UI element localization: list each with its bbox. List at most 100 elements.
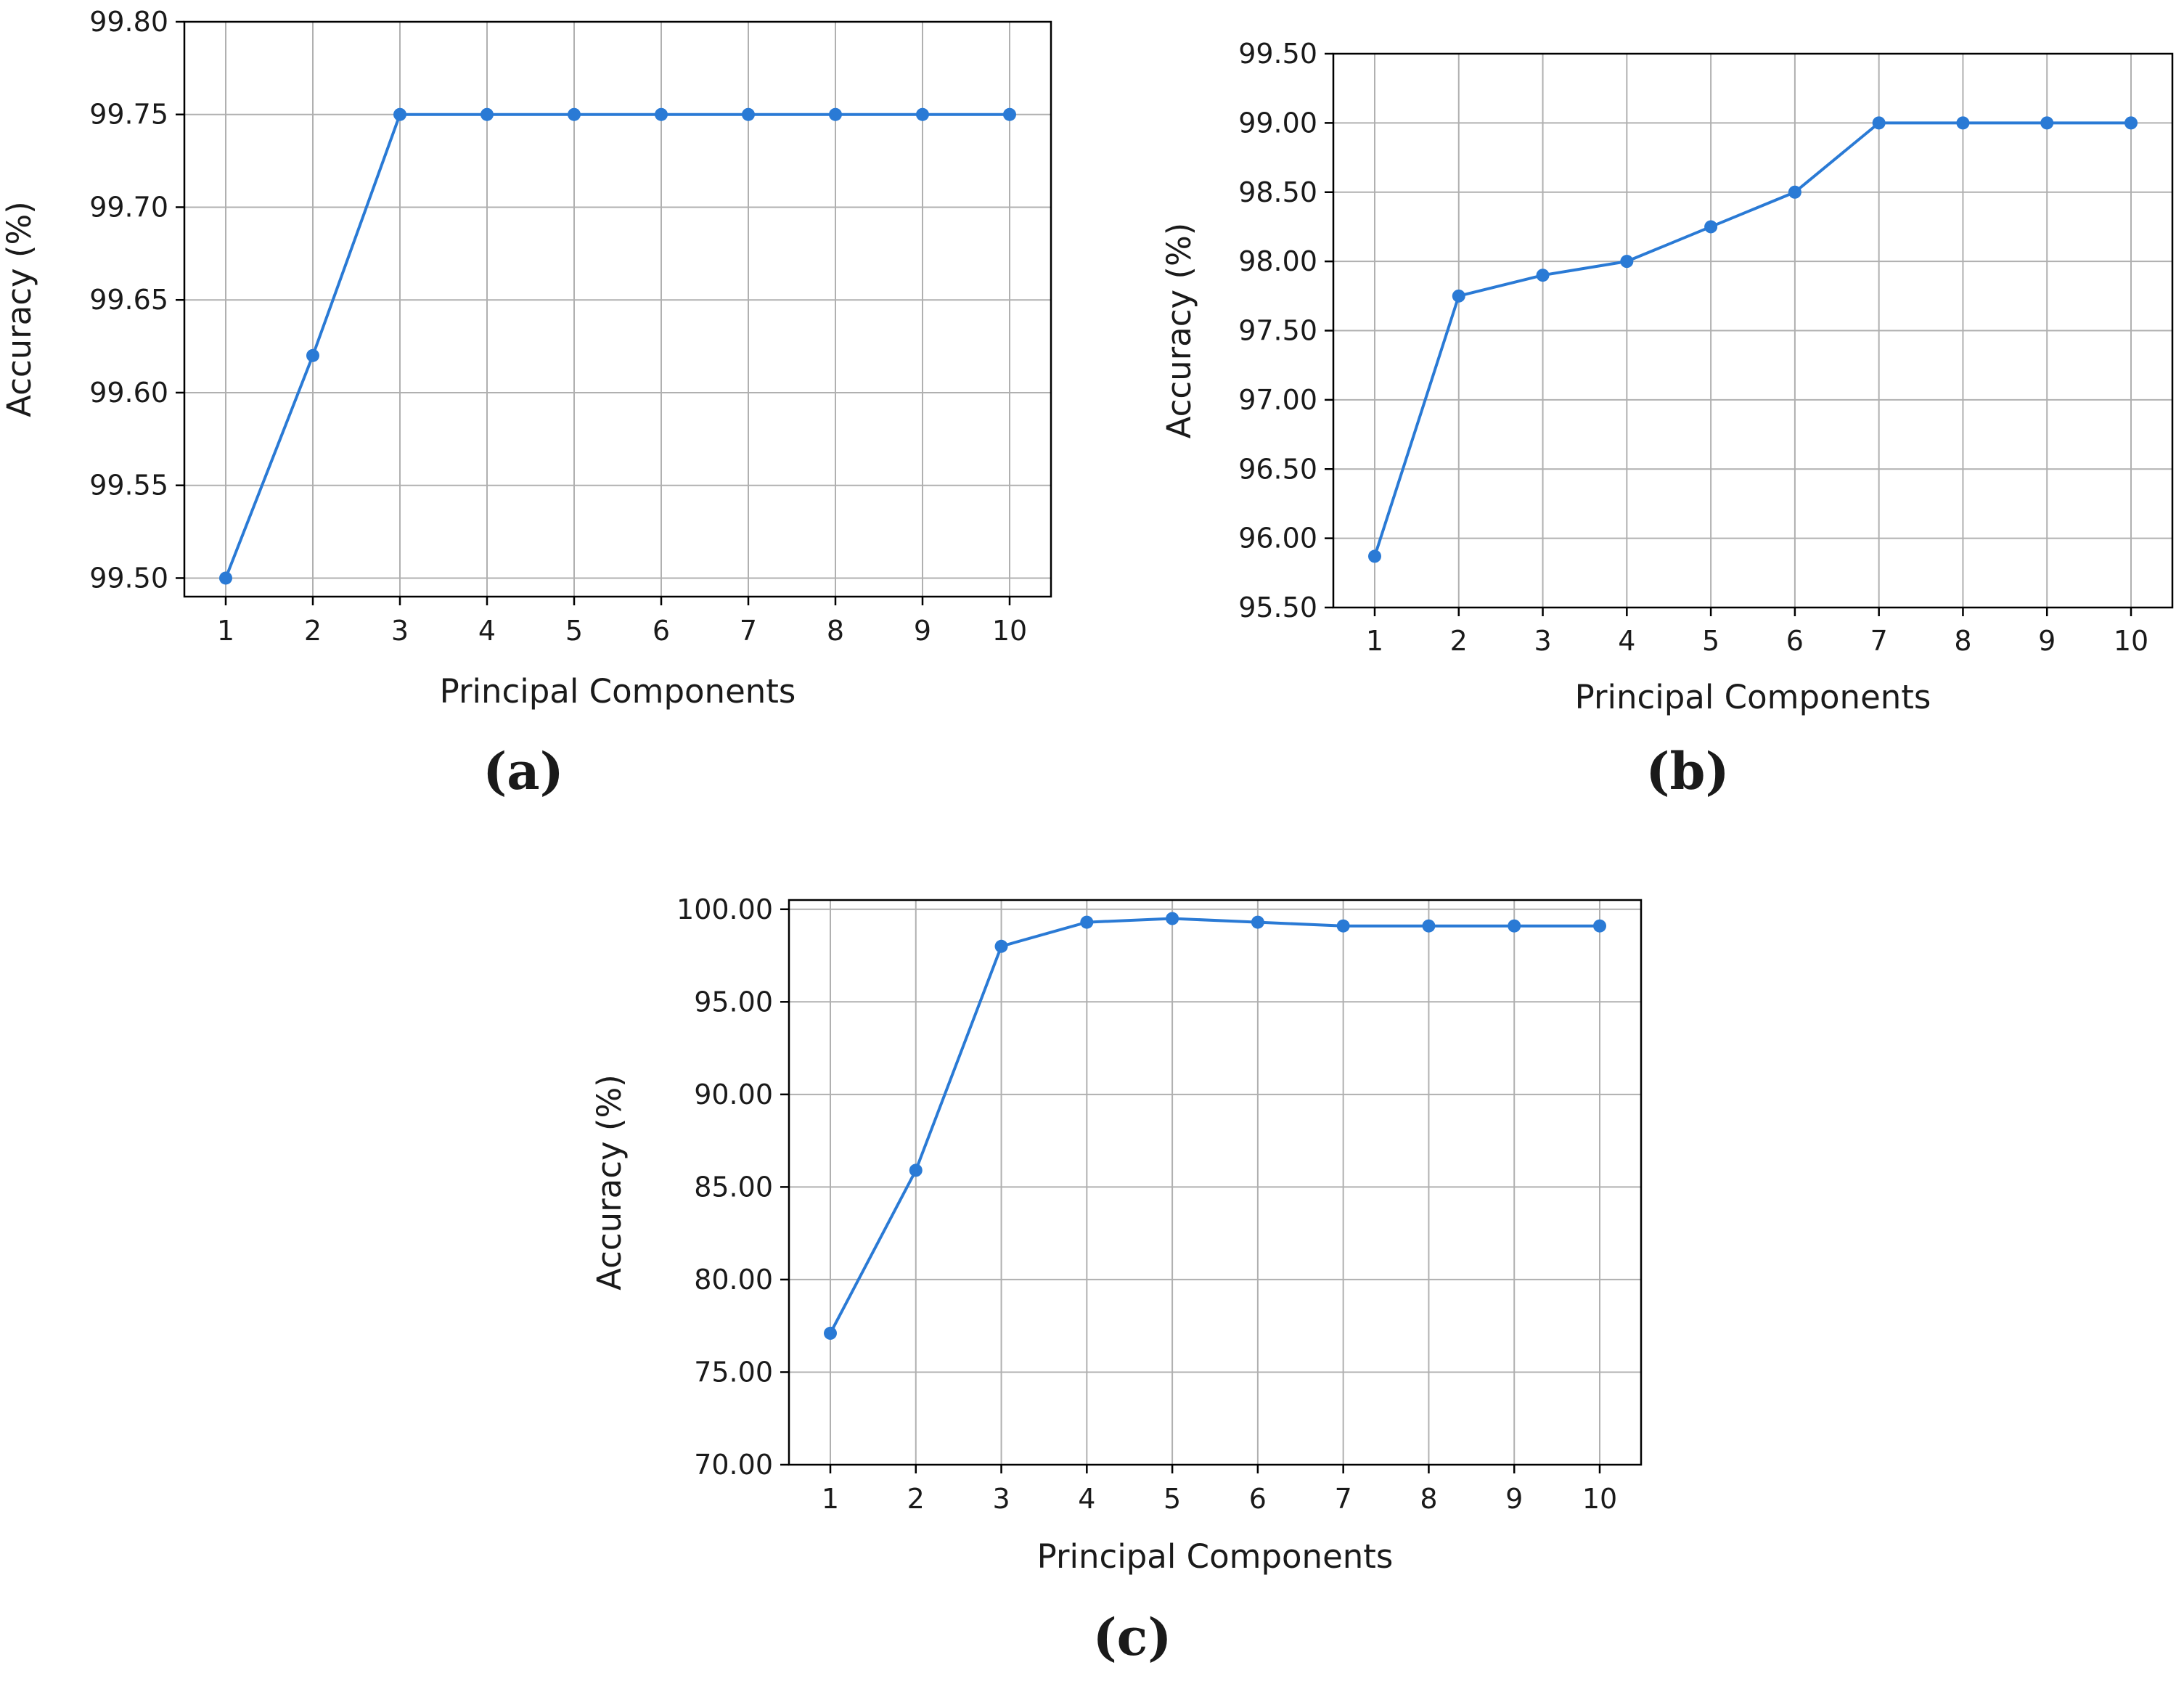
y-tick-label: 99.50 (1238, 38, 1317, 70)
data-point-6 (1251, 915, 1264, 929)
data-point-1 (219, 571, 232, 585)
x-tick-label: 8 (827, 615, 844, 647)
y-tick-label: 97.50 (1238, 315, 1317, 347)
x-tick-label: 4 (1618, 625, 1635, 657)
data-point-3 (393, 107, 406, 121)
panel-label: (c) (1093, 1607, 1172, 1667)
plot-frame (788, 899, 1643, 1466)
y-tick-label: 96.00 (1238, 523, 1317, 555)
y-tick-label: 99.75 (89, 99, 168, 131)
x-axis-label: Principal Components (1575, 678, 1931, 716)
x-tick-label: 6 (1249, 1483, 1267, 1515)
x-tick-label: 1 (217, 615, 234, 647)
data-point-7 (1336, 919, 1350, 933)
data-point-9 (1508, 919, 1521, 933)
y-tick-label: 97.00 (1238, 384, 1317, 416)
y-tick-label: 90.00 (694, 1079, 773, 1111)
data-point-2 (909, 1163, 923, 1177)
x-tick-label: 2 (304, 615, 322, 647)
x-tick-label: 3 (992, 1483, 1010, 1515)
x-tick-label: 4 (1078, 1483, 1095, 1515)
x-tick-label: 9 (1505, 1483, 1523, 1515)
data-point-4 (1080, 915, 1094, 929)
x-tick-label: 5 (565, 615, 583, 647)
panel-c: 1 2 3 4 5 6 7 8 9 10 70.00 75.00 80.00 85.00 90.00 95.0… (590, 893, 1643, 1667)
y-tick-label: 98.50 (1238, 176, 1317, 208)
x-tick-label: 10 (992, 615, 1027, 647)
data-point-7 (1872, 116, 1886, 130)
y-tick-label: 85.00 (694, 1171, 773, 1203)
x-tick-label: 8 (1420, 1483, 1437, 1515)
x-tick-label: 9 (2038, 625, 2056, 657)
x-tick-label: 7 (740, 615, 757, 647)
x-tick-label: 9 (914, 615, 931, 647)
panel-b: 1 2 3 4 5 6 7 8 9 10 95.50 96.00 96.50 97.00 97.50 98.0… (1160, 38, 2174, 801)
data-point-6 (1788, 185, 1801, 199)
y-tick-label: 95.50 (1238, 592, 1317, 623)
y-tick-label: 96.50 (1238, 453, 1317, 485)
data-point-5 (1166, 912, 1179, 925)
data-point-1 (824, 1326, 837, 1340)
data-point-10 (1003, 107, 1016, 121)
data-point-6 (655, 107, 668, 121)
x-tick-label: 8 (1954, 625, 1971, 657)
panel-label: (a) (483, 741, 564, 801)
x-axis-label: Principal Components (1037, 1537, 1394, 1576)
panel-label: (b) (1645, 741, 1729, 801)
data-point-2 (1452, 289, 1465, 303)
series-line (224, 113, 1010, 579)
x-tick-label: 1 (822, 1483, 839, 1515)
panel-a: 1 2 3 4 5 6 7 8 9 10 99.50 99.55 99.60 99.65 99.70 99.7… (0, 6, 1052, 801)
data-point-3 (994, 939, 1008, 953)
data-point-10 (2124, 116, 2138, 130)
data-point-8 (829, 107, 842, 121)
y-tick-label: 98.00 (1238, 245, 1317, 277)
data-point-10 (1593, 919, 1606, 933)
y-tick-label: 99.50 (89, 562, 168, 594)
data-point-8 (1956, 116, 1970, 130)
data-point-4 (1620, 255, 1634, 269)
data-point-8 (1422, 919, 1436, 933)
x-tick-label: 7 (1335, 1483, 1352, 1515)
plot-frame (183, 20, 1052, 598)
y-tick-label: 99.55 (89, 470, 168, 502)
y-tick-label: 99.65 (89, 284, 168, 316)
y-tick-label: 80.00 (694, 1264, 773, 1296)
x-tick-label: 5 (1702, 625, 1719, 657)
x-tick-label: 2 (1450, 625, 1468, 657)
x-tick-label: 5 (1163, 1483, 1181, 1515)
data-point-4 (480, 107, 494, 121)
x-tick-label: 4 (478, 615, 496, 647)
y-tick-label: 99.60 (89, 377, 168, 409)
data-point-9 (2040, 116, 2054, 130)
x-tick-label: 7 (1870, 625, 1888, 657)
x-tick-label: 2 (907, 1483, 925, 1515)
data-point-9 (916, 107, 929, 121)
x-tick-label: 6 (1786, 625, 1804, 657)
x-tick-label: 10 (1582, 1483, 1617, 1515)
y-tick-label: 75.00 (694, 1356, 773, 1388)
series-line (1373, 121, 2131, 557)
data-point-3 (1536, 269, 1550, 282)
series-line (829, 917, 1600, 1334)
y-tick-label: 99.00 (1238, 107, 1317, 139)
y-tick-label: 70.00 (694, 1449, 773, 1481)
y-axis-label: Accuracy (%) (590, 1074, 629, 1291)
y-axis-label: Accuracy (%) (0, 201, 38, 417)
x-tick-label: 3 (391, 615, 409, 647)
y-axis-label: Accuracy (%) (1160, 223, 1198, 439)
x-tick-label: 10 (2114, 625, 2148, 657)
y-tick-label: 99.70 (89, 191, 168, 223)
x-tick-label: 6 (653, 615, 670, 647)
y-tick-label: 95.00 (694, 986, 773, 1018)
y-tick-label: 100.00 (676, 893, 773, 925)
data-point-5 (568, 107, 581, 121)
data-point-1 (1368, 549, 1381, 563)
data-point-7 (742, 107, 755, 121)
x-axis-label: Principal Components (440, 672, 796, 711)
x-tick-label: 3 (1534, 625, 1551, 657)
x-tick-label: 1 (1366, 625, 1383, 657)
data-point-5 (1704, 220, 1718, 234)
y-tick-label: 99.80 (89, 6, 168, 38)
